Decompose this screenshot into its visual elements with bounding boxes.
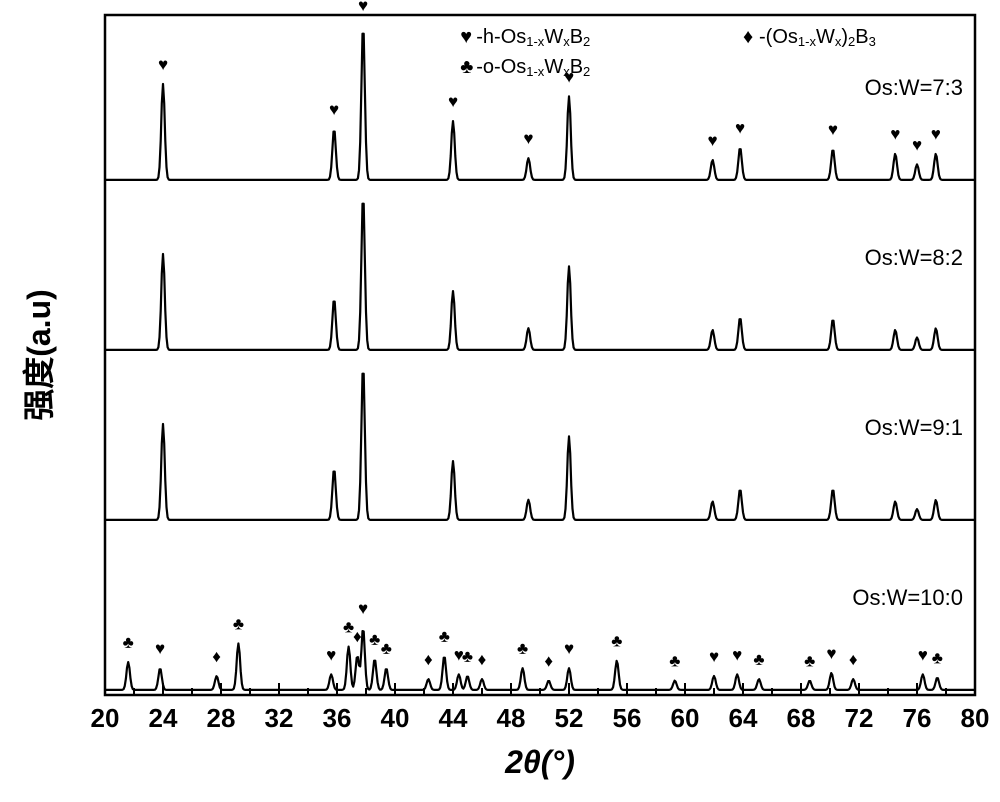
x-tick-label: 20 — [91, 703, 120, 733]
x-tick-label: 68 — [787, 703, 816, 733]
peak-symbol-heart: ♥ — [931, 125, 941, 144]
peak-symbol-heart: ♥ — [708, 131, 718, 150]
peak-symbol-club: ♣ — [804, 652, 815, 671]
peak-symbol-club: ♣ — [233, 614, 244, 633]
legend-symbol-heart: ♥ — [460, 26, 472, 48]
y-axis-label: 强度(a.u) — [21, 289, 57, 421]
x-tick-label: 24 — [149, 703, 178, 733]
peak-symbol-heart: ♥ — [912, 135, 922, 154]
legend-symbol-diamond: ♦ — [743, 26, 753, 48]
peak-symbol-heart: ♥ — [828, 120, 838, 139]
xrd-trace — [105, 631, 975, 690]
peak-symbol-club: ♣ — [753, 650, 764, 669]
x-tick-label: 52 — [555, 703, 584, 733]
peak-symbol-heart: ♥ — [358, 599, 368, 618]
x-axis-label: 2θ(°) — [504, 744, 575, 780]
chart-svg: 20 24 28 32 36 40 44 48 52 56 60 64 68 72 76 80 2θ(°) 强度(… — [0, 0, 1000, 802]
x-tick-label: 56 — [613, 703, 642, 733]
x-tick-label: 48 — [497, 703, 526, 733]
peak-symbol-club: ♣ — [611, 632, 622, 651]
peak-symbol-heart: ♥ — [709, 647, 719, 666]
xrd-trace — [105, 374, 975, 520]
peak-symbol-club: ♣ — [439, 627, 450, 646]
trace-label: Os:W=7:3 — [865, 75, 963, 100]
legend-label: -h-Os1-xWxB2 — [476, 26, 590, 49]
legend-label: -o-Os1-xWxB2 — [476, 56, 590, 79]
trace-label: Os:W=9:1 — [865, 415, 963, 440]
x-tick-label: 32 — [265, 703, 294, 733]
x-tick-label: 80 — [961, 703, 990, 733]
peak-symbol-heart: ♥ — [326, 645, 336, 664]
x-tick-label: 36 — [323, 703, 352, 733]
peak-symbol-diamond: ♦ — [212, 647, 221, 666]
peak-symbol-club: ♣ — [932, 649, 943, 668]
peak-symbol-diamond: ♦ — [849, 650, 858, 669]
peak-symbol-heart: ♥ — [158, 55, 168, 74]
x-tick-label: 28 — [207, 703, 236, 733]
plot-frame — [105, 15, 975, 695]
peak-symbol-heart: ♥ — [918, 645, 928, 664]
xrd-chart: 20 24 28 32 36 40 44 48 52 56 60 64 68 72 76 80 2θ(°) 强度(… — [0, 0, 1000, 802]
peak-symbol-heart: ♥ — [826, 644, 836, 663]
peak-symbol-diamond: ♦ — [478, 650, 487, 669]
peak-symbol-club: ♣ — [669, 652, 680, 671]
peak-symbol-heart: ♥ — [523, 129, 533, 148]
x-tick-label: 44 — [439, 703, 468, 733]
xrd-trace — [105, 34, 975, 180]
peak-symbol-heart: ♥ — [155, 639, 165, 658]
peak-symbol-club: ♣ — [462, 647, 473, 666]
peak-symbol-heart: ♥ — [732, 645, 742, 664]
peak-symbol-club: ♣ — [381, 639, 392, 658]
xrd-trace — [105, 204, 975, 350]
x-tick-label: 60 — [671, 703, 700, 733]
legend-symbol-club: ♣ — [460, 56, 473, 78]
peak-symbol-club: ♣ — [369, 630, 380, 649]
x-tick-label: 64 — [729, 703, 758, 733]
peak-symbol-heart: ♥ — [890, 125, 900, 144]
trace-label: Os:W=10:0 — [852, 585, 963, 610]
legend-label: -(Os1-xWx)2B3 — [759, 26, 876, 49]
peak-symbol-heart: ♥ — [448, 92, 458, 111]
x-tick-label: 40 — [381, 703, 410, 733]
peak-symbol-heart: ♥ — [735, 118, 745, 137]
peak-symbol-diamond: ♦ — [424, 650, 433, 669]
peak-symbol-heart: ♥ — [564, 639, 574, 658]
peak-symbol-diamond: ♦ — [544, 652, 553, 671]
peak-symbol-club: ♣ — [123, 633, 134, 652]
peak-symbol-heart: ♥ — [358, 0, 368, 15]
peak-symbol-diamond: ♦ — [353, 627, 362, 646]
x-tick-label: 76 — [903, 703, 932, 733]
peak-symbol-heart: ♥ — [329, 100, 339, 119]
x-tick-label: 72 — [845, 703, 874, 733]
trace-label: Os:W=8:2 — [865, 245, 963, 270]
peak-symbol-club: ♣ — [517, 639, 528, 658]
